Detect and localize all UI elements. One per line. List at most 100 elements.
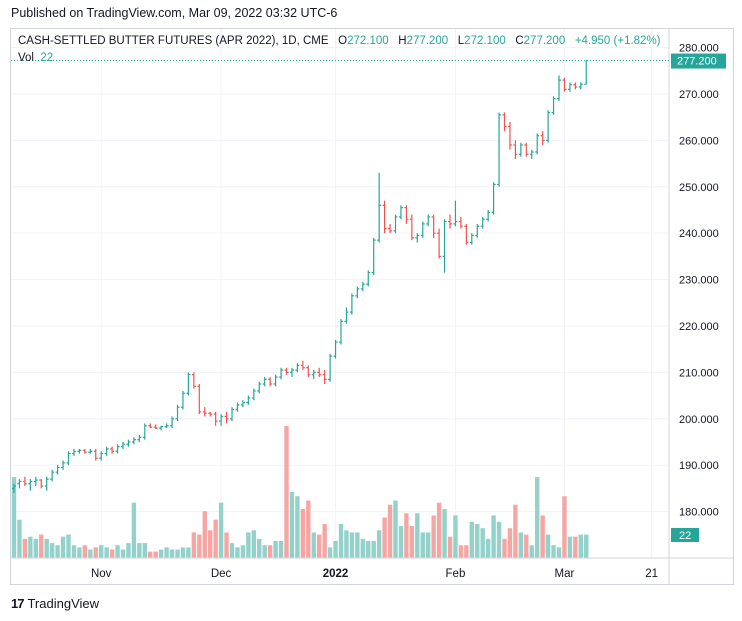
volume-bar	[229, 543, 235, 558]
x-tick-label: 21	[645, 568, 658, 580]
volume-bar	[109, 549, 115, 558]
ohlc-bar	[191, 372, 196, 389]
ohlc-bar	[71, 448, 76, 456]
y-tick-label: 270.000	[679, 89, 719, 101]
volume-bar	[453, 515, 458, 558]
y-tick-label: 230.000	[679, 275, 719, 287]
ohlc-bar	[546, 110, 551, 143]
ohlc-bar	[491, 182, 496, 215]
ohlc-bar	[507, 121, 512, 150]
chart-legend: CASH-SETTLED BUTTER FUTURES (APR 2022), …	[18, 35, 661, 47]
volume-bar	[267, 545, 273, 558]
ohlc-bar	[475, 223, 480, 238]
volume-value: 22	[40, 52, 54, 64]
volume-bar	[551, 545, 556, 558]
volume-bar	[235, 547, 240, 558]
ohlc-bar	[110, 446, 115, 454]
footer-brand[interactable]: 17 TradingView	[11, 596, 99, 611]
volume-bar	[191, 532, 197, 558]
volume-bar	[491, 515, 496, 558]
footer-brand-text: TradingView	[27, 596, 100, 611]
ohlc-bar	[300, 360, 305, 371]
ohlc-bar	[164, 423, 169, 429]
y-tick-label: 200.000	[679, 414, 719, 426]
ohlc-bar	[115, 444, 120, 454]
legend-low-value: 272.100	[464, 35, 506, 47]
legend-low-label: L	[457, 35, 465, 47]
ohlc-bar	[213, 411, 218, 426]
ohlc-bar	[186, 372, 191, 396]
volume-bar	[77, 547, 82, 558]
ohlc-bar	[339, 319, 343, 345]
ohlc-bar	[180, 390, 185, 410]
chart-frame[interactable]	[10, 28, 734, 585]
ohlc-bar	[344, 307, 349, 324]
volume-bar	[55, 545, 60, 558]
ohlc-bar	[524, 142, 529, 157]
volume-bar	[344, 530, 349, 558]
ohlc-bar	[131, 437, 136, 445]
ohlc-bar	[208, 411, 213, 417]
volume-bar	[322, 523, 327, 558]
volume-bar	[11, 477, 17, 558]
volume-bar	[578, 534, 583, 558]
volume-bar	[556, 547, 562, 558]
volume-bar	[180, 547, 186, 558]
ohlc-bar	[257, 381, 262, 394]
volume-bar	[360, 538, 365, 558]
ohlc-bar	[295, 363, 300, 373]
volume-bar	[306, 500, 311, 558]
ohlc-bar	[55, 465, 60, 475]
volume-legend: Vol 22	[18, 52, 53, 64]
volume-bar	[284, 426, 289, 558]
volume-bar	[28, 536, 33, 558]
ohlc-bar	[529, 149, 534, 159]
ohlc-bar	[22, 476, 27, 487]
volume-bar	[567, 536, 573, 558]
volume-bar	[60, 536, 66, 558]
ohlc-bar	[442, 219, 447, 273]
ohlc-bar	[104, 446, 109, 456]
volume-bar	[251, 530, 256, 558]
volume-bar	[513, 504, 518, 558]
volume-bar	[327, 547, 333, 558]
ohlc-bar	[426, 214, 431, 227]
volume-bar	[126, 543, 131, 558]
ohlc-bar	[262, 377, 267, 387]
volume-bar	[415, 513, 420, 558]
ohlc-bar	[230, 407, 234, 422]
volume-bar	[169, 549, 175, 558]
y-tick-label: 280.000	[679, 43, 719, 55]
last-price-label	[671, 53, 726, 69]
ohlc-bar	[333, 339, 338, 359]
last-volume-text: 22	[679, 530, 691, 542]
volume-bar	[507, 528, 513, 558]
ohlc-bar	[578, 82, 583, 90]
volume-bar	[535, 477, 540, 558]
x-tick-label: Dec	[211, 568, 232, 580]
ohlc-bar	[431, 214, 436, 238]
volume-bar	[426, 532, 431, 558]
volume-bar	[458, 545, 464, 558]
ohlc-bar	[148, 423, 153, 429]
ohlc-bar	[415, 233, 420, 243]
ohlc-bar	[284, 367, 289, 375]
ohlc-bar	[82, 448, 87, 454]
ohlc-bar	[453, 200, 458, 227]
ohlc-bar	[197, 383, 202, 415]
y-tick-label: 190.000	[679, 460, 719, 472]
ohlc-bar	[360, 281, 365, 292]
ohlc-bar	[44, 476, 49, 491]
ohlc-bar	[420, 221, 425, 238]
ohlc-bar	[573, 82, 578, 90]
volume-bar	[186, 547, 191, 558]
legend-close-label: C	[515, 35, 524, 47]
ohlc-bar	[251, 388, 256, 401]
volume-bar	[420, 532, 425, 558]
ohlc-bar	[126, 439, 131, 447]
volume-bar	[44, 538, 49, 558]
ohlc-bar	[567, 82, 572, 92]
ohlc-bar	[497, 112, 502, 187]
volume-bar	[464, 545, 469, 558]
